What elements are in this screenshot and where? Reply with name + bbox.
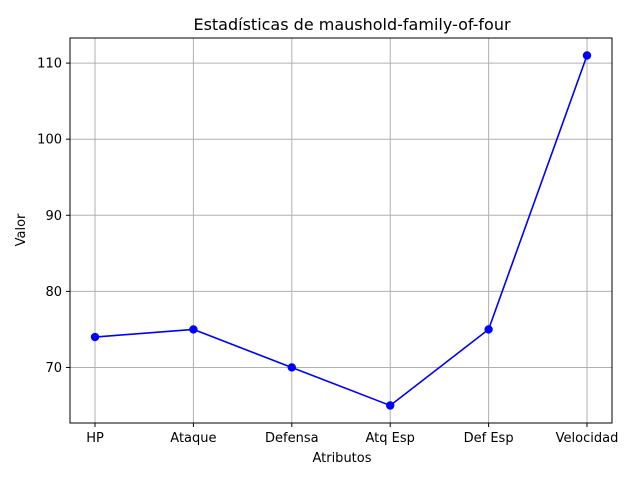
x-tick-label: Def Esp — [464, 431, 514, 446]
data-point-ataque — [189, 325, 198, 334]
data-point-atq-esp — [386, 401, 395, 410]
x-tick-label: HP — [86, 431, 104, 446]
plot-area-frame — [69, 37, 613, 424]
grid — [70, 38, 612, 423]
data-point-defensa — [287, 363, 296, 372]
x-tick-label: Velocidad — [556, 431, 619, 446]
x-tick-label: Defensa — [265, 431, 319, 446]
y-tick-label: 110 — [37, 57, 62, 72]
y-tick-label: 100 — [37, 133, 62, 148]
y-tick-label: 90 — [45, 209, 62, 224]
y-tick-label: 80 — [45, 285, 62, 300]
series-line — [94, 55, 588, 407]
x-tick-label: Atq Esp — [366, 431, 415, 446]
x-axis-label: Atributos — [312, 451, 371, 466]
y-axis-ticks: 70 80 90 100 110 — [37, 57, 70, 376]
x-axis-ticks: HP Ataque Defensa Atq Esp Def Esp Velocidad — [86, 423, 618, 446]
chart-title: Estadísticas de maushold-family-of-four — [193, 15, 511, 34]
series-point-layer — [90, 51, 592, 410]
data-point-hp — [90, 332, 100, 342]
y-tick-label: 70 — [45, 361, 62, 376]
x-tick-label: Ataque — [170, 431, 216, 446]
series-line-layer — [94, 55, 588, 407]
y-axis-label: Valor — [14, 213, 29, 246]
data-point-velocidad — [582, 51, 592, 60]
data-point-def-esp — [484, 325, 493, 334]
